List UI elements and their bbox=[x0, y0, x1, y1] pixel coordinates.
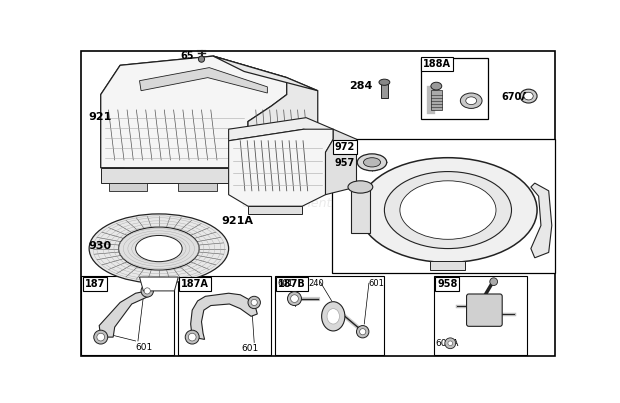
Polygon shape bbox=[140, 277, 179, 291]
Ellipse shape bbox=[363, 158, 381, 167]
Polygon shape bbox=[100, 65, 124, 168]
Ellipse shape bbox=[431, 82, 441, 90]
Circle shape bbox=[198, 56, 205, 62]
Polygon shape bbox=[179, 183, 217, 191]
Text: 240: 240 bbox=[308, 279, 324, 289]
Text: 187B: 187B bbox=[278, 278, 306, 289]
Circle shape bbox=[251, 299, 257, 305]
Text: 188A: 188A bbox=[423, 59, 451, 69]
Ellipse shape bbox=[322, 302, 345, 331]
Ellipse shape bbox=[118, 227, 199, 270]
Ellipse shape bbox=[359, 158, 537, 262]
Bar bbox=[434, 276, 527, 355]
Ellipse shape bbox=[327, 309, 340, 324]
Text: 65: 65 bbox=[180, 51, 193, 61]
Ellipse shape bbox=[524, 92, 533, 100]
Circle shape bbox=[188, 333, 196, 341]
Text: 930: 930 bbox=[88, 241, 112, 251]
Circle shape bbox=[141, 285, 153, 297]
Text: 972: 972 bbox=[335, 142, 355, 152]
Text: 921A: 921A bbox=[221, 216, 253, 226]
Text: 601: 601 bbox=[277, 279, 293, 289]
Text: 601: 601 bbox=[241, 344, 258, 353]
Text: 601: 601 bbox=[368, 279, 384, 289]
Polygon shape bbox=[100, 56, 286, 168]
Circle shape bbox=[448, 341, 453, 346]
Polygon shape bbox=[120, 56, 286, 95]
Circle shape bbox=[445, 338, 456, 349]
Circle shape bbox=[356, 326, 369, 338]
Polygon shape bbox=[140, 68, 267, 93]
Text: 957: 957 bbox=[335, 158, 355, 168]
Circle shape bbox=[248, 296, 260, 309]
Ellipse shape bbox=[89, 214, 229, 283]
Text: eReplacementParts.com: eReplacementParts.com bbox=[241, 197, 394, 210]
Polygon shape bbox=[531, 183, 552, 258]
Polygon shape bbox=[430, 261, 465, 270]
Polygon shape bbox=[191, 293, 257, 339]
Text: 921: 921 bbox=[88, 112, 112, 121]
Ellipse shape bbox=[460, 93, 482, 108]
Ellipse shape bbox=[357, 154, 387, 171]
Circle shape bbox=[185, 330, 199, 344]
Bar bbox=[381, 84, 388, 98]
Circle shape bbox=[144, 288, 150, 294]
Text: 601A: 601A bbox=[435, 339, 459, 348]
Circle shape bbox=[94, 330, 108, 344]
Polygon shape bbox=[229, 129, 334, 206]
Bar bbox=[179, 276, 272, 355]
Text: 187: 187 bbox=[84, 278, 105, 289]
Bar bbox=[431, 90, 442, 110]
Ellipse shape bbox=[379, 79, 390, 85]
Text: 670A: 670A bbox=[502, 92, 529, 102]
Text: 958: 958 bbox=[437, 278, 458, 289]
Ellipse shape bbox=[466, 97, 477, 104]
Bar bbox=[332, 139, 555, 273]
Polygon shape bbox=[248, 206, 303, 214]
Ellipse shape bbox=[348, 181, 373, 193]
Ellipse shape bbox=[136, 235, 182, 262]
Polygon shape bbox=[108, 183, 148, 191]
Ellipse shape bbox=[384, 172, 511, 249]
Bar bbox=[275, 276, 384, 355]
Polygon shape bbox=[213, 56, 317, 91]
Circle shape bbox=[490, 278, 497, 285]
Polygon shape bbox=[248, 78, 317, 168]
Text: 187A: 187A bbox=[182, 278, 209, 289]
Circle shape bbox=[360, 328, 366, 335]
Text: 601: 601 bbox=[136, 343, 153, 351]
FancyBboxPatch shape bbox=[467, 294, 502, 326]
Ellipse shape bbox=[400, 181, 496, 239]
Polygon shape bbox=[229, 118, 334, 141]
Bar bbox=[351, 187, 370, 233]
Polygon shape bbox=[326, 129, 356, 195]
Circle shape bbox=[97, 333, 105, 341]
Bar bbox=[81, 276, 174, 355]
Circle shape bbox=[288, 292, 301, 305]
Polygon shape bbox=[100, 168, 248, 183]
Ellipse shape bbox=[520, 89, 537, 103]
Text: 284: 284 bbox=[348, 81, 372, 91]
Bar bbox=[421, 58, 489, 119]
Circle shape bbox=[291, 295, 298, 303]
Polygon shape bbox=[99, 291, 149, 337]
